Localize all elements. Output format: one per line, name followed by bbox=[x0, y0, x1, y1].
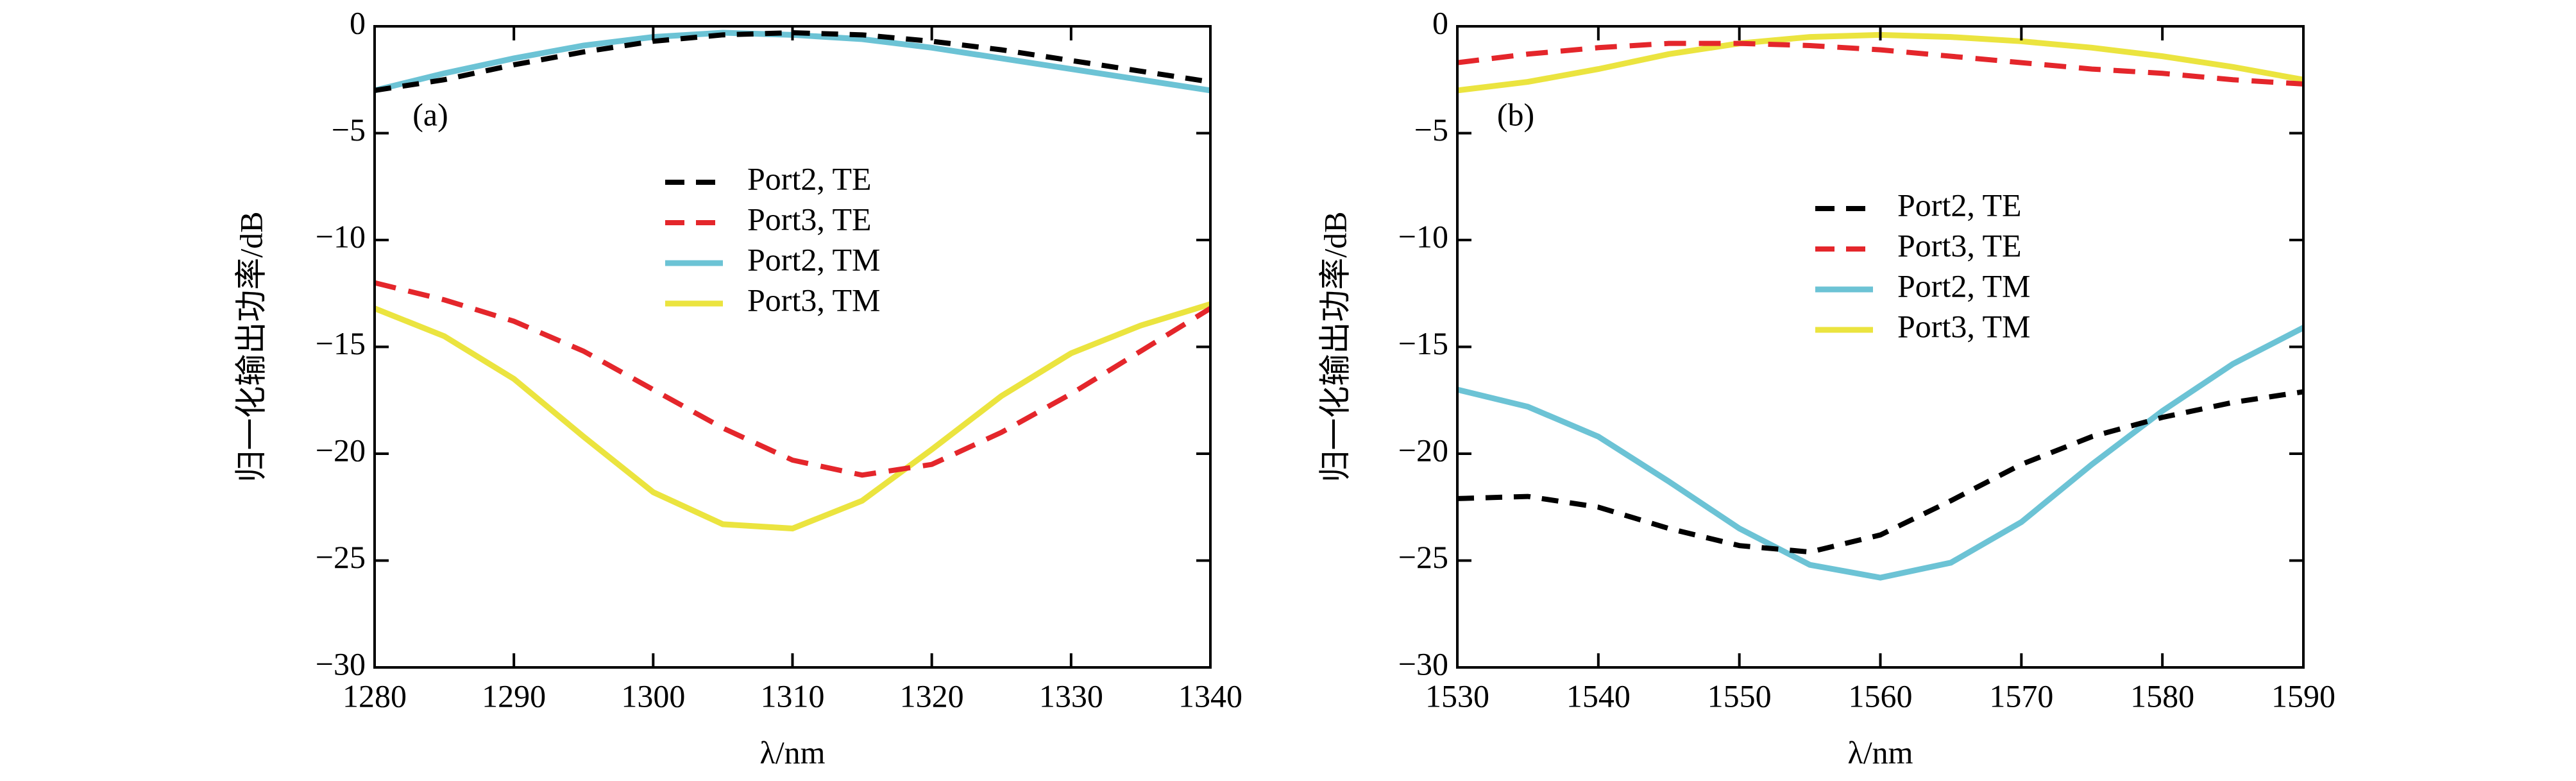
legend-label: Port3, TM bbox=[1897, 308, 2030, 344]
series-line bbox=[375, 30, 1210, 93]
y-tick-label: −15 bbox=[1398, 325, 1448, 361]
y-tick-label: −10 bbox=[1398, 218, 1448, 254]
x-axis-label: λ/nm bbox=[1847, 734, 1913, 770]
x-tick-label: 1290 bbox=[482, 678, 546, 714]
legend-label: Port2, TE bbox=[747, 160, 872, 196]
legend-label: Port3, TM bbox=[747, 282, 880, 318]
x-tick-label: 1320 bbox=[900, 678, 964, 714]
panel-label: (b) bbox=[1497, 96, 1534, 132]
legend-label: Port3, TE bbox=[1897, 227, 2022, 263]
panel: 1530 1540 1550 1560 1570 1580 1590 0 −5 −10 −15 −20… bbox=[1317, 4, 2335, 770]
x-tick-label: 1340 bbox=[1178, 678, 1242, 714]
series-line bbox=[1457, 325, 2303, 581]
y-tick-label: −30 bbox=[1398, 646, 1448, 682]
x-tick-label: 1280 bbox=[343, 678, 407, 714]
y-tick-label: −10 bbox=[316, 218, 366, 254]
panel-label: (a) bbox=[412, 96, 448, 132]
y-tick-label: 0 bbox=[1432, 4, 1448, 40]
y-tick-label: −20 bbox=[1398, 432, 1448, 468]
y-tick-label: 0 bbox=[350, 4, 366, 40]
series-line bbox=[1457, 31, 2303, 94]
legend-label: Port2, TM bbox=[1897, 268, 2030, 304]
x-tick-label: 1580 bbox=[2130, 678, 2194, 714]
y-tick-label: −5 bbox=[1414, 112, 1448, 148]
x-tick-label: 1330 bbox=[1039, 678, 1103, 714]
legend-label: Port2, TE bbox=[1897, 187, 2022, 223]
y-axis-label: 归一化输出功率/dB bbox=[1317, 211, 1353, 482]
x-tick-label: 1590 bbox=[2271, 678, 2335, 714]
series-line bbox=[375, 301, 1210, 532]
y-tick-label: −25 bbox=[316, 539, 366, 575]
y-tick-label: −5 bbox=[332, 112, 366, 148]
x-axis-label: λ/nm bbox=[759, 734, 825, 770]
y-tick-label: −30 bbox=[316, 646, 366, 682]
series-line bbox=[375, 280, 1210, 478]
y-tick-label: −15 bbox=[316, 325, 366, 361]
series-line bbox=[1457, 40, 2303, 87]
x-tick-label: 1310 bbox=[761, 678, 825, 714]
y-tick-label: −25 bbox=[1398, 539, 1448, 575]
x-tick-label: 1570 bbox=[1989, 678, 2053, 714]
x-tick-label: 1300 bbox=[621, 678, 685, 714]
y-axis-label: 归一化输出功率/dB bbox=[233, 211, 269, 482]
x-tick-label: 1550 bbox=[1707, 678, 1772, 714]
x-tick-label: 1540 bbox=[1566, 678, 1631, 714]
legend-label: Port3, TE bbox=[747, 201, 872, 237]
axes-frame bbox=[1456, 25, 2305, 669]
series-line bbox=[1457, 389, 2303, 555]
x-tick-label: 1560 bbox=[1849, 678, 1913, 714]
panel: 1280 1290 1300 1310 1320 1330 1340 0 −5 −10 −15 −20… bbox=[233, 4, 1242, 770]
y-tick-label: −20 bbox=[316, 432, 366, 468]
x-tick-label: 1530 bbox=[1425, 678, 1489, 714]
legend-label: Port2, TM bbox=[747, 241, 880, 277]
